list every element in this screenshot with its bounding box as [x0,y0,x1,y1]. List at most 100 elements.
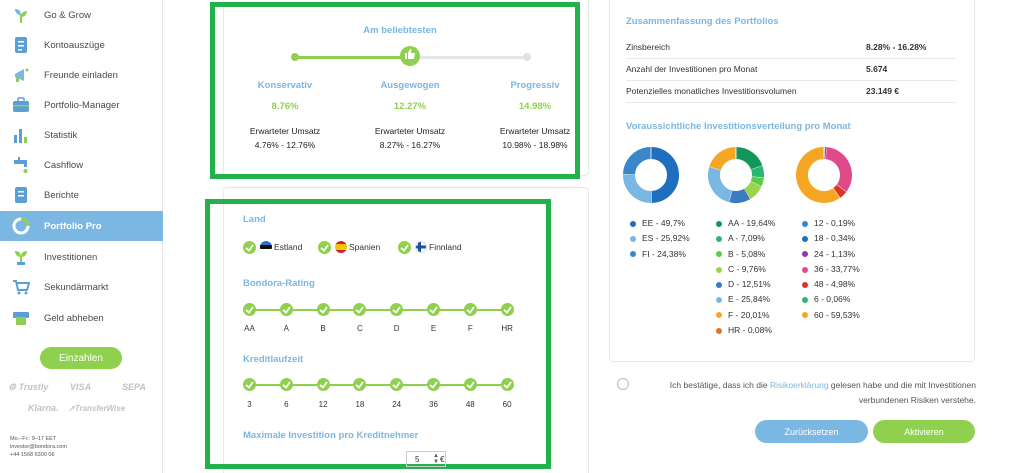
sidebar-item-investments[interactable]: Investitionen [0,242,163,272]
term-checkbox[interactable] [353,378,367,391]
legend-bullet [716,327,722,334]
sidebar-item-reports[interactable]: Berichte [0,180,163,210]
option-rate: 8.76% [271,101,299,112]
slider-stop-progressive[interactable] [523,53,531,61]
term-checkbox[interactable] [427,378,440,391]
slider-thumb[interactable] [400,46,420,66]
sidebar-item-portfolio-pro[interactable]: Portfolio Pro [0,211,163,241]
country-checkbox-es[interactable] [318,241,331,254]
sidebar-item-invite[interactable]: Freunde einladen [0,60,163,90]
sidebar-item-cashflow[interactable]: Cashflow [0,150,163,180]
legend-bullet [716,251,722,258]
rating-label: HR [501,324,513,333]
term-label: 36 [429,400,438,409]
legend-item: F - 20,01% [716,308,775,323]
rating-label: AA [244,324,255,333]
summary-title: Zusammenfassung des Portfolios [626,16,779,27]
rating-checkbox[interactable] [279,303,293,316]
rating-checkbox[interactable] [316,301,330,319]
check-icon [282,376,291,394]
support-email[interactable]: investor@bondora.com [10,444,67,450]
activate-button[interactable]: Aktivieren [873,420,975,443]
finland-flag-icon [415,241,427,253]
country-checkbox-ee[interactable] [243,241,256,254]
term-checkbox[interactable] [463,376,477,394]
sidebar-item-statements[interactable]: Kontoauszüge [0,30,163,60]
sidebar-item-withdraw[interactable]: Geld abheben [0,303,163,333]
option-progressive[interactable]: Progressiv 14.98% Erwarteter Umsatz 10.9… [480,80,590,150]
rating-checkbox[interactable] [353,301,367,319]
legend-text: A - 7,09% [728,233,765,244]
legend-bullet [716,220,722,227]
rating-checkbox[interactable] [500,303,514,316]
slider-stop-conservative[interactable] [291,53,299,61]
check-icon [319,301,328,319]
option-balanced[interactable]: Ausgewogen 12.27% Erwarteter Umsatz 8.27… [355,80,465,150]
max-investment-stepper[interactable]: 5 ▲ ▼ € [406,451,446,467]
sprout-icon [10,248,32,266]
donut-slice-c [743,181,762,200]
rating-checkbox[interactable] [427,303,440,316]
legend-bullet [716,281,722,288]
consent-radio[interactable] [617,378,629,390]
donut-slice-es [623,173,652,203]
legend-text: 12 - 0,19% [814,218,856,228]
sidebar-item-statistics[interactable]: Statistik [0,120,163,150]
option-conservative[interactable]: Konservativ 8.76% Erwarteter Umsatz 4.76… [230,80,340,150]
donut-slice-fi [623,147,652,175]
check-icon [245,376,254,394]
check-icon [355,301,365,319]
term-legend: 12 - 0,19% 18 - 0,34% 24 - 1,13% 36 - 33,77… [802,216,860,323]
sidebar-item-go-grow[interactable]: Go & Grow [0,0,163,30]
term-checkbox[interactable] [279,376,293,394]
visa-logo: VISA [70,382,92,392]
stepper-arrows-icon[interactable]: ▲ ▼ [433,453,439,465]
reset-button[interactable]: Zurücksetzen [755,420,868,443]
risk-statement-link[interactable]: Risikoerklärung [769,380,829,390]
support-phone: +44 1568 6300 06 [10,452,55,458]
term-checkbox[interactable] [316,376,330,394]
rating-checkbox[interactable] [390,303,404,316]
legend-text: EE - 49,7% [642,218,685,228]
check-icon [466,301,475,319]
sidebar-item-secondary-market[interactable]: Sekundärmarkt [0,272,163,302]
country-spain: Spanien [335,241,380,253]
legend-text: 60 - 59,53% [814,309,860,320]
option-rate: 14.98% [518,101,552,112]
transferwise-logo: ↗TransferWise [68,404,126,413]
term-checkbox[interactable] [500,378,514,391]
legend-text: 36 - 33,77% [814,263,860,274]
check-icon [466,376,475,394]
deposit-button[interactable]: Einzahlen [40,347,122,369]
legend-item: 12 - 0,19% [802,216,860,231]
pie-icon [10,217,32,235]
term-title: Kreditlaufzeit [243,354,304,365]
slider-track-empty [410,56,528,59]
sidebar-item-label: Statistik [44,129,78,141]
country-checkbox-fi[interactable] [398,241,411,254]
sidebar-item-portfolio-manager[interactable]: Portfolio-Manager [0,90,163,120]
legend-item: FI - 24,38% [630,247,690,262]
estonia-flag-icon [260,241,272,253]
rating-checkbox[interactable] [243,303,256,316]
check-icon [319,376,328,394]
donut-slice-b [750,176,764,187]
legend-text: 48 - 4,98% [814,279,856,290]
term-checkbox[interactable] [390,376,404,394]
check-icon [392,376,401,394]
summary-row-volume: Potenzielles monatliches Investitionsvol… [626,86,900,96]
term-checkbox[interactable] [243,378,256,391]
rating-label: B [320,324,326,333]
legend-bullet [802,297,808,304]
briefcase-icon [10,96,32,114]
legend-bullet [802,266,808,273]
sidebar-item-label: Sekundärmarkt [44,281,109,293]
rating-checkbox[interactable] [463,301,477,319]
donut-slice-f [709,147,737,171]
sidebar: Go & Grow Kontoauszüge Freunde einladen … [0,0,163,473]
sidebar-item-label: Cashflow [44,159,84,171]
check-icon [429,301,438,319]
legend-bullet [716,297,722,304]
country-legend: EE - 49,7% ES - 25,92% FI - 24,38% [630,216,690,262]
rating-label: E [430,324,437,333]
